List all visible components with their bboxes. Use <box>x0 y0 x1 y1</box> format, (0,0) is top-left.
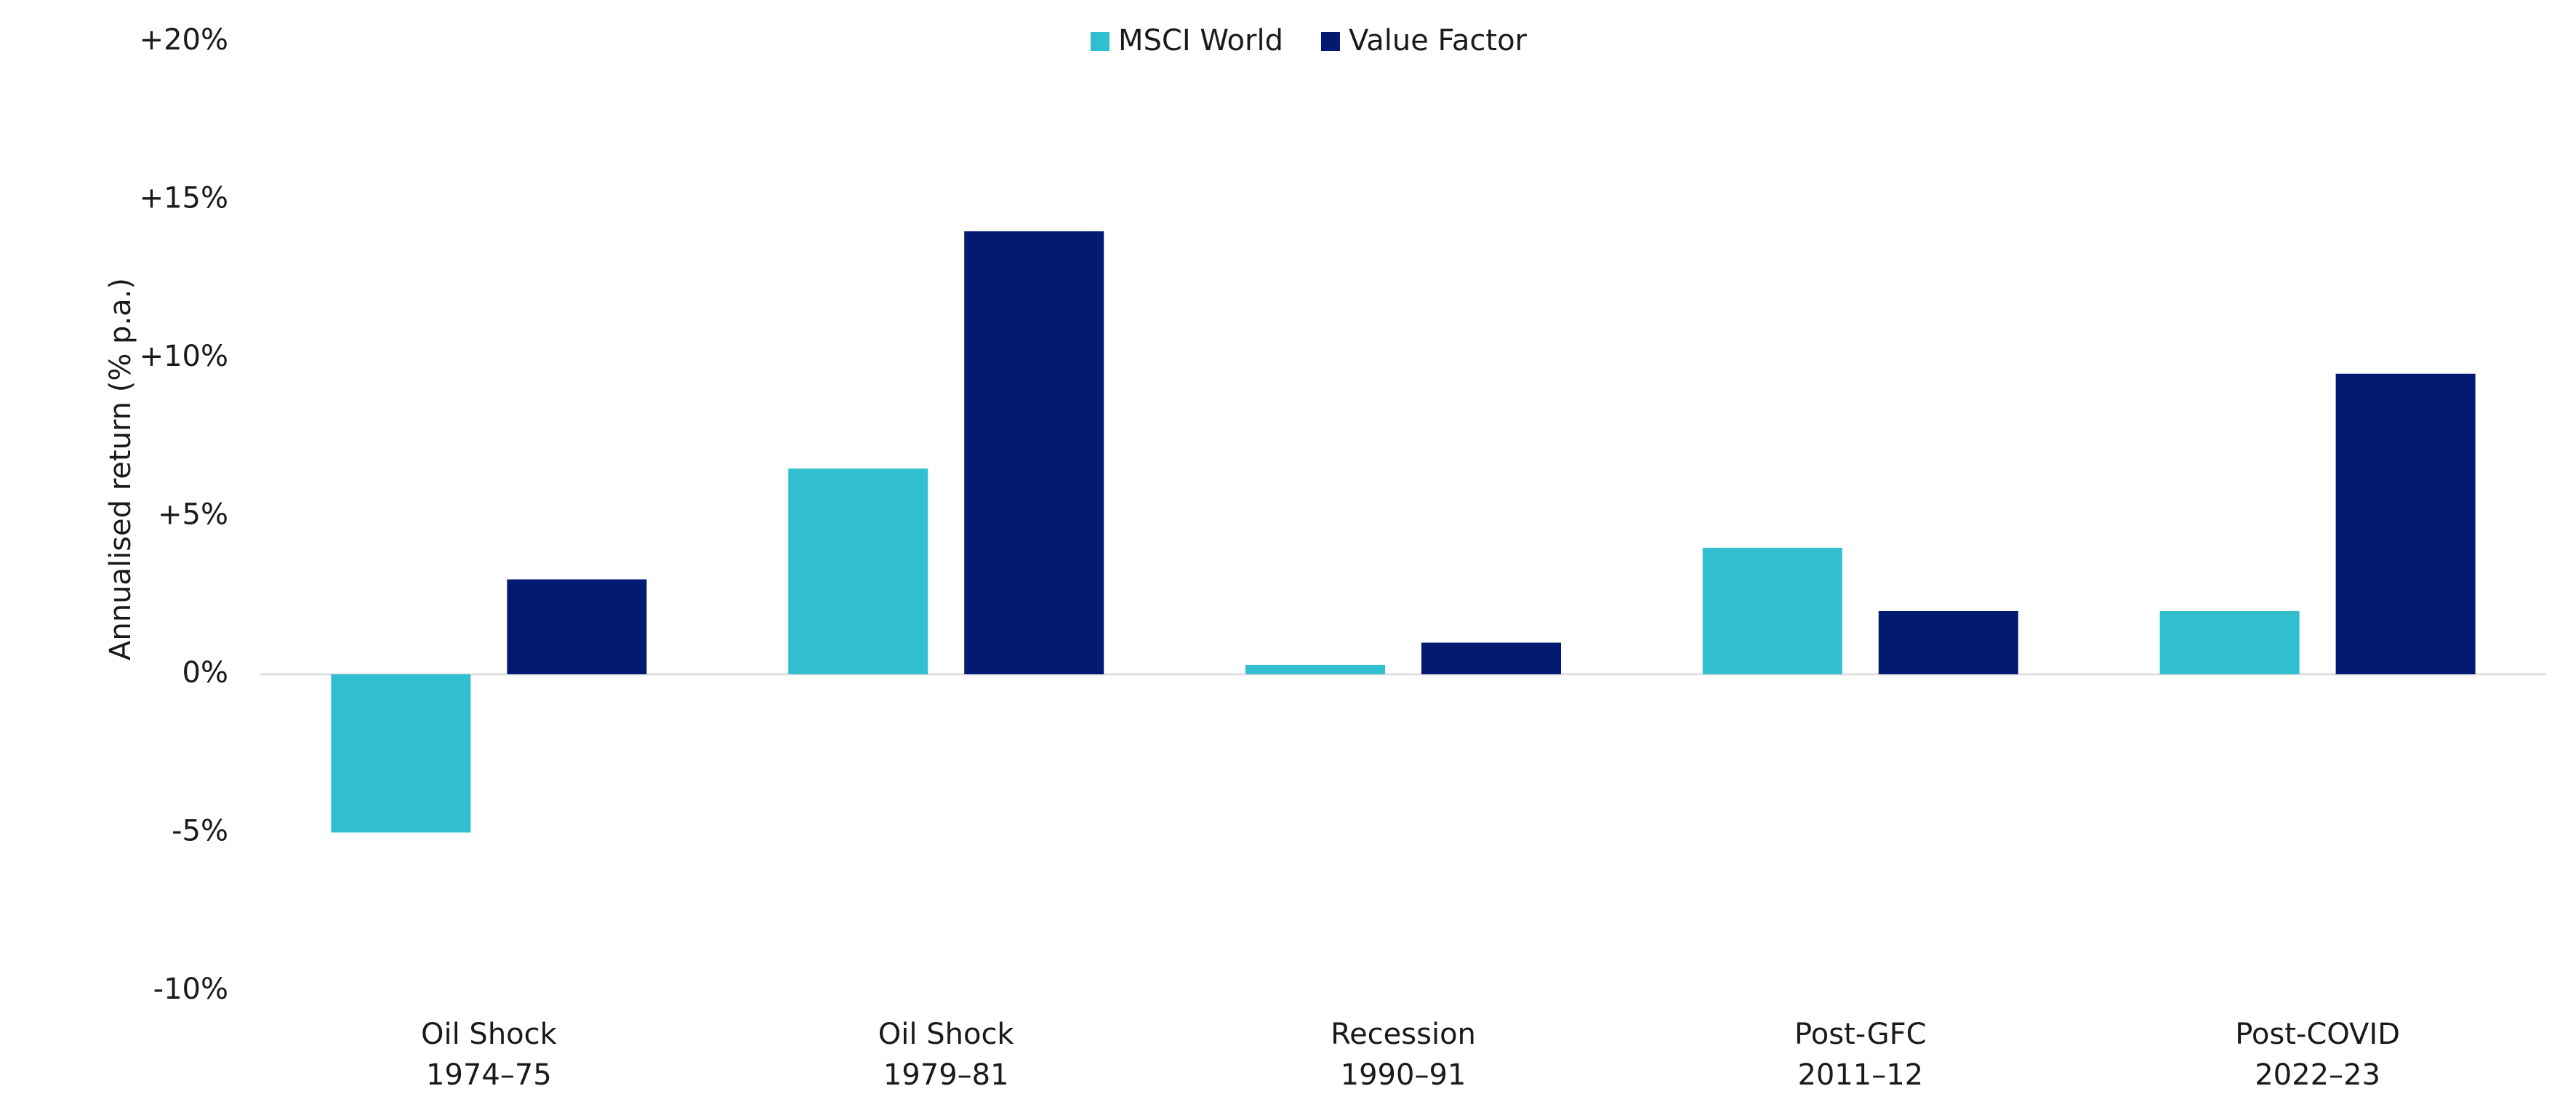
x-tick-label: 2022–23 <box>2255 1058 2380 1092</box>
y-tick-label: 0% <box>182 656 228 690</box>
bar <box>1245 664 1385 674</box>
x-tick-label: Recession <box>1331 1018 1476 1051</box>
x-tick-label: Oil Shock <box>878 1018 1015 1051</box>
y-tick-label: +5% <box>158 498 228 532</box>
bar <box>964 231 1104 674</box>
x-tick-label: 1974–75 <box>426 1058 552 1092</box>
x-tick-label: 1990–91 <box>1341 1058 1466 1092</box>
y-tick-label: -10% <box>153 973 228 1006</box>
legend-swatch <box>1320 32 1340 51</box>
x-tick-label: Oil Shock <box>421 1018 558 1051</box>
x-tick-label: 1979–81 <box>883 1058 1009 1092</box>
bar <box>507 579 647 674</box>
y-axis-title: Annualised return (% p.a.) <box>104 278 137 660</box>
bar <box>2159 611 2300 674</box>
bar <box>331 674 471 833</box>
bar <box>788 468 928 674</box>
x-tick-label: Post-COVID <box>2235 1018 2400 1051</box>
y-tick-label: +20% <box>140 23 228 57</box>
bar <box>1878 611 2018 674</box>
legend-swatch <box>1091 32 1110 51</box>
bar <box>1702 548 1842 674</box>
bar <box>1421 642 1561 674</box>
legend-label: Value Factor <box>1349 24 1528 57</box>
legend-label: MSCI World <box>1118 24 1283 57</box>
y-tick-label: +15% <box>140 182 228 215</box>
y-tick-label: +10% <box>140 340 228 373</box>
x-tick-label: Post-GFC <box>1794 1018 1927 1051</box>
x-tick-label: 2011–12 <box>1797 1058 1923 1092</box>
bar <box>2335 373 2476 674</box>
y-tick-label: -5% <box>172 815 228 848</box>
